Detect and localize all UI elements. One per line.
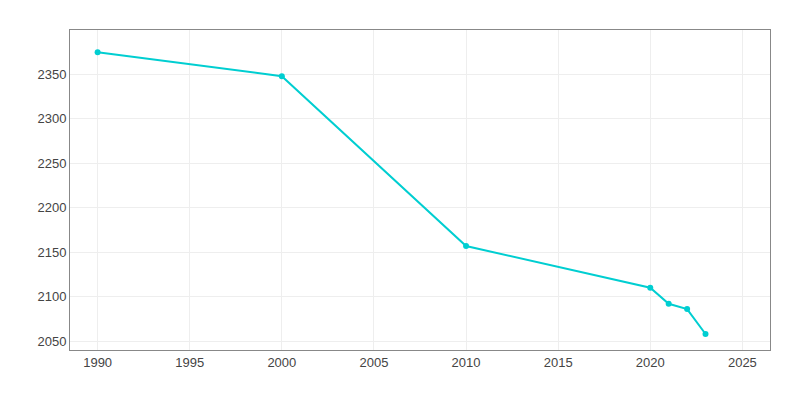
svg-text:2300: 2300 [37,111,66,126]
svg-text:2350: 2350 [37,67,66,82]
svg-text:1990: 1990 [83,355,112,370]
svg-text:2250: 2250 [37,156,66,171]
svg-text:2000: 2000 [267,355,296,370]
svg-text:2020: 2020 [636,355,665,370]
svg-text:2010: 2010 [452,355,481,370]
svg-text:2200: 2200 [37,200,66,215]
svg-text:2150: 2150 [37,245,66,260]
svg-text:2100: 2100 [37,289,66,304]
svg-text:2025: 2025 [728,355,757,370]
svg-text:2050: 2050 [37,334,66,349]
svg-text:2005: 2005 [359,355,388,370]
svg-text:2015: 2015 [544,355,573,370]
svg-text:1995: 1995 [175,355,204,370]
